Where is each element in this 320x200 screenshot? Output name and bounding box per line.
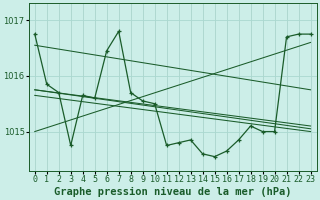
X-axis label: Graphe pression niveau de la mer (hPa): Graphe pression niveau de la mer (hPa) xyxy=(54,186,292,197)
